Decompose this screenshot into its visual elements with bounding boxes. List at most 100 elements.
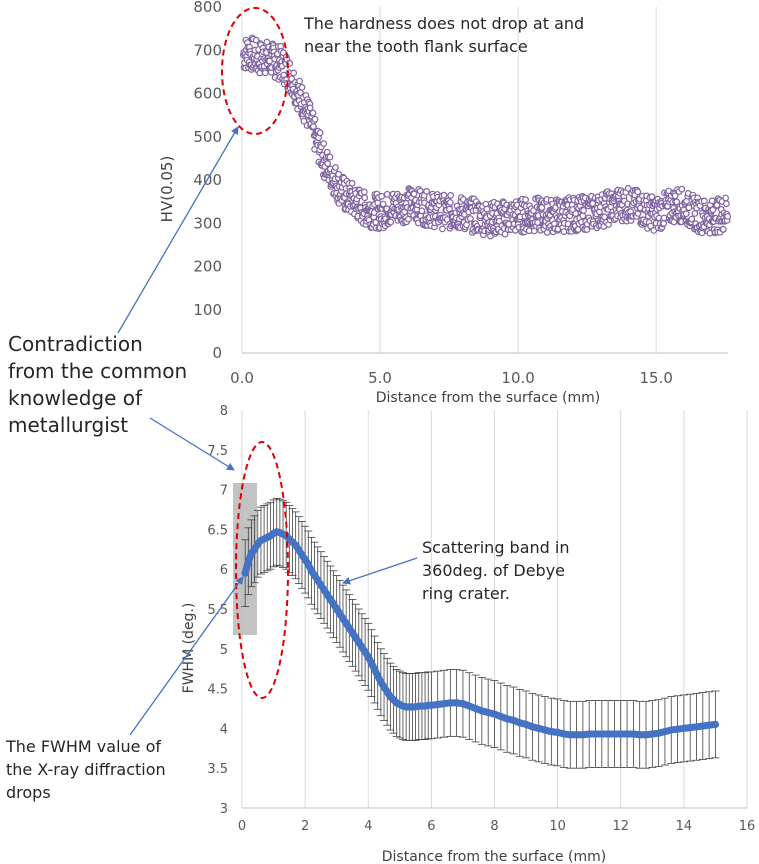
fwhm-data-point bbox=[472, 704, 480, 713]
hardness-y-tick-label: 0 bbox=[212, 344, 222, 362]
fwhm-chart: 3 3.5 4 4.5 5 5.5 6 6.5 7 7.5 8 0 2 4 6 8 10 12 14 16 Dist… bbox=[181, 404, 755, 864]
fwhm-data-point bbox=[648, 730, 656, 738]
fwhm-y-tick-label: 8 bbox=[220, 404, 228, 419]
hardness-y-tick-label: 300 bbox=[193, 214, 222, 232]
hardness-data-point bbox=[700, 197, 708, 205]
hardness-data-point bbox=[443, 216, 451, 223]
fwhm-data-point bbox=[629, 730, 638, 738]
fwhm-data-point bbox=[241, 569, 249, 577]
fwhm-x-ticks: 0 2 4 6 8 10 12 14 16 bbox=[238, 819, 755, 834]
hardness-data-point bbox=[467, 215, 474, 223]
fwhm-data-point bbox=[503, 715, 511, 723]
fwhm-data-point bbox=[610, 730, 619, 738]
fwhm-data-point bbox=[516, 719, 524, 727]
fwhm-data-point bbox=[522, 720, 530, 729]
hardness-data-point bbox=[309, 109, 317, 117]
hardness-data-point bbox=[660, 219, 668, 227]
contradiction-callout-line-1: Contradiction bbox=[8, 332, 143, 356]
hardness-data-point bbox=[290, 69, 298, 77]
fwhm-data-point bbox=[604, 730, 612, 738]
fwhm-y-tick-label: 6.5 bbox=[207, 523, 228, 538]
hardness-data-point bbox=[316, 129, 324, 137]
hardness-data-point bbox=[440, 191, 448, 199]
fwhm-data-point bbox=[566, 731, 574, 739]
fwhm-data-point bbox=[541, 726, 549, 734]
hardness-data-point bbox=[589, 200, 597, 207]
hardness-y-tick-label: 500 bbox=[193, 128, 222, 146]
fwhm-data-point bbox=[699, 722, 707, 730]
fwhm-data-point bbox=[579, 731, 587, 739]
hardness-data-point bbox=[560, 228, 568, 236]
hardness-x-tick-label: 15.0 bbox=[640, 369, 673, 387]
hardness-chart: 0100200300400500600700800 0.05.010.015.0… bbox=[158, 0, 731, 406]
hardness-data-point bbox=[579, 212, 587, 220]
fwhm-data-point bbox=[374, 672, 382, 680]
fwhm-x-tick-label: 6 bbox=[427, 819, 435, 834]
hardness-y-tick-label: 600 bbox=[193, 85, 222, 103]
fwhm-highlight-ellipse bbox=[235, 441, 289, 699]
fwhm-data-point bbox=[251, 545, 259, 553]
fwhm-data-point bbox=[585, 730, 593, 738]
hardness-data-point bbox=[311, 115, 319, 123]
hardness-data-point bbox=[332, 164, 339, 171]
hardness-data-point bbox=[360, 188, 368, 196]
hardness-points bbox=[239, 34, 731, 240]
hardness-data-point bbox=[261, 69, 269, 77]
fwhm-data-point bbox=[591, 730, 600, 738]
fwhm-x-tick-label: 14 bbox=[676, 819, 693, 834]
fwhm-data-point bbox=[573, 731, 581, 739]
fwhm-y-tick-label: 3 bbox=[220, 802, 228, 817]
fwhm-data-point bbox=[692, 723, 701, 731]
fwhm-x-tick-label: 8 bbox=[490, 819, 498, 834]
fwhm-y-ticks: 3 3.5 4 4.5 5 5.5 6 6.5 7 7.5 8 bbox=[207, 404, 228, 817]
fwhm-data-point bbox=[465, 702, 473, 710]
fwhm-callout-line-1: The FWHM value of bbox=[5, 737, 161, 756]
arrow-to-fwhm-drop bbox=[129, 576, 244, 736]
fwhm-data-point bbox=[459, 700, 467, 708]
fwhm-y-tick-label: 7.5 bbox=[207, 444, 228, 459]
fwhm-data-point bbox=[617, 730, 625, 738]
fwhm-x-tick-label: 2 bbox=[301, 819, 309, 834]
fwhm-data-point bbox=[655, 729, 663, 737]
hardness-data-point bbox=[379, 200, 387, 208]
hardness-y-tick-label: 200 bbox=[193, 258, 222, 276]
hardness-data-point bbox=[387, 218, 395, 226]
fwhm-annotation-line-1: Scattering band in bbox=[422, 538, 569, 557]
hardness-data-point bbox=[483, 205, 491, 213]
fwhm-data-point bbox=[554, 728, 562, 737]
hardness-data-point bbox=[501, 230, 509, 238]
fwhm-data-point bbox=[509, 716, 517, 725]
fwhm-data-point bbox=[367, 659, 375, 667]
hardness-data-point bbox=[423, 187, 431, 195]
fwhm-data-point bbox=[547, 728, 555, 736]
fwhm-data-point bbox=[686, 724, 694, 732]
contradiction-callout-line-3: knowledge of bbox=[8, 386, 143, 410]
hardness-data-point bbox=[723, 200, 730, 208]
fwhm-data-point bbox=[304, 560, 312, 569]
fwhm-data-point bbox=[478, 707, 486, 715]
fwhm-data-point bbox=[434, 700, 442, 709]
fwhm-y-tick-label: 6 bbox=[220, 563, 228, 578]
fwhm-data-point bbox=[446, 699, 454, 707]
hardness-data-point bbox=[574, 226, 582, 233]
fwhm-data-point bbox=[244, 557, 252, 565]
hardness-data-point bbox=[678, 185, 686, 193]
fwhm-points bbox=[241, 528, 720, 739]
fwhm-x-tick-label: 4 bbox=[364, 819, 372, 834]
fwhm-data-point bbox=[364, 653, 372, 661]
arrow-to-hardness-ellipse bbox=[117, 126, 239, 334]
fwhm-data-point bbox=[427, 701, 435, 709]
hardness-data-point bbox=[583, 226, 591, 234]
hardness-x-tick-label: 10.0 bbox=[501, 369, 534, 387]
hardness-data-point bbox=[439, 225, 446, 233]
fwhm-data-point bbox=[623, 730, 631, 738]
fwhm-annotation-line-3: ring crater. bbox=[422, 584, 510, 603]
hardness-data-point bbox=[410, 190, 418, 198]
hardness-data-point bbox=[634, 188, 642, 196]
hardness-data-point bbox=[719, 225, 727, 233]
fwhm-y-tick-label: 5.5 bbox=[207, 603, 228, 618]
fwhm-data-point bbox=[598, 730, 606, 738]
arrow-to-scattering-band bbox=[342, 557, 418, 585]
hardness-data-point bbox=[722, 194, 729, 202]
fwhm-data-point bbox=[661, 728, 669, 736]
